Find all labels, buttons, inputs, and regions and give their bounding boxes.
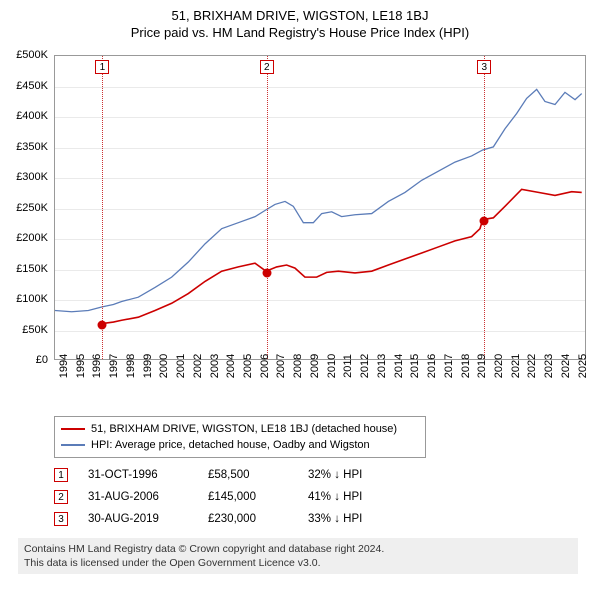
sale-delta: 33% ↓ HPI [308, 513, 408, 525]
chart-title: 51, BRIXHAM DRIVE, WIGSTON, LE18 1BJ [6, 8, 594, 23]
legend-row: HPI: Average price, detached house, Oadb… [61, 437, 419, 453]
sale-marker-label: 1 [95, 60, 109, 74]
sale-marker-dot [98, 321, 107, 330]
y-tick-label: £250K [6, 202, 48, 214]
sale-idx: 2 [54, 490, 68, 504]
sales-table: 1 31-OCT-1996 £58,500 32% ↓ HPI 2 31-AUG-2006… [54, 464, 594, 530]
sale-marker-dot [480, 216, 489, 225]
y-tick-label: £100K [6, 293, 48, 305]
sale-marker-line [484, 56, 485, 359]
sale-row: 3 30-AUG-2019 £230,000 33% ↓ HPI [54, 508, 594, 530]
sale-marker-line [267, 56, 268, 359]
chart-subtitle: Price paid vs. HM Land Registry's House … [6, 25, 594, 40]
sale-date: 30-AUG-2019 [88, 513, 188, 525]
sale-date: 31-AUG-2006 [88, 491, 188, 503]
line-series-svg [55, 56, 585, 359]
sale-marker-line [102, 56, 103, 359]
sale-delta: 41% ↓ HPI [308, 491, 408, 503]
legend-label: 51, BRIXHAM DRIVE, WIGSTON, LE18 1BJ (de… [91, 423, 397, 435]
chart-area: 1 2 3 £0 £50K £100K £150K £200K £250K £300K £350K… [6, 50, 594, 410]
y-tick-label: £200K [6, 232, 48, 244]
legend-swatch [61, 444, 85, 446]
sale-delta: 32% ↓ HPI [308, 469, 408, 481]
sale-marker-dot [262, 268, 271, 277]
y-tick-label: £400K [6, 110, 48, 122]
sale-row: 1 31-OCT-1996 £58,500 32% ↓ HPI [54, 464, 594, 486]
series-hpi [55, 89, 582, 311]
sale-price: £58,500 [208, 469, 288, 481]
footer-line-1: Contains HM Land Registry data © Crown c… [24, 542, 572, 556]
footer-line-2: This data is licensed under the Open Gov… [24, 556, 572, 570]
sale-price: £145,000 [208, 491, 288, 503]
footer-attribution: Contains HM Land Registry data © Crown c… [18, 538, 578, 574]
y-tick-label: £50K [6, 324, 48, 336]
sale-marker-label: 3 [477, 60, 491, 74]
series-property [102, 189, 582, 323]
legend: 51, BRIXHAM DRIVE, WIGSTON, LE18 1BJ (de… [54, 416, 426, 458]
sale-idx: 3 [54, 512, 68, 526]
sale-idx: 1 [54, 468, 68, 482]
x-tick-label: 2025 [577, 354, 600, 378]
legend-swatch [61, 428, 85, 430]
legend-label: HPI: Average price, detached house, Oadb… [91, 439, 370, 451]
legend-row: 51, BRIXHAM DRIVE, WIGSTON, LE18 1BJ (de… [61, 421, 419, 437]
plot-region: 1 2 3 [54, 55, 586, 360]
sale-marker-label: 2 [260, 60, 274, 74]
sale-row: 2 31-AUG-2006 £145,000 41% ↓ HPI [54, 486, 594, 508]
y-tick-label: £350K [6, 141, 48, 153]
sale-date: 31-OCT-1996 [88, 469, 188, 481]
y-tick-label: £450K [6, 80, 48, 92]
y-tick-label: £300K [6, 171, 48, 183]
y-tick-label: £500K [6, 49, 48, 61]
y-tick-label: £0 [6, 354, 48, 366]
y-tick-label: £150K [6, 263, 48, 275]
sale-price: £230,000 [208, 513, 288, 525]
